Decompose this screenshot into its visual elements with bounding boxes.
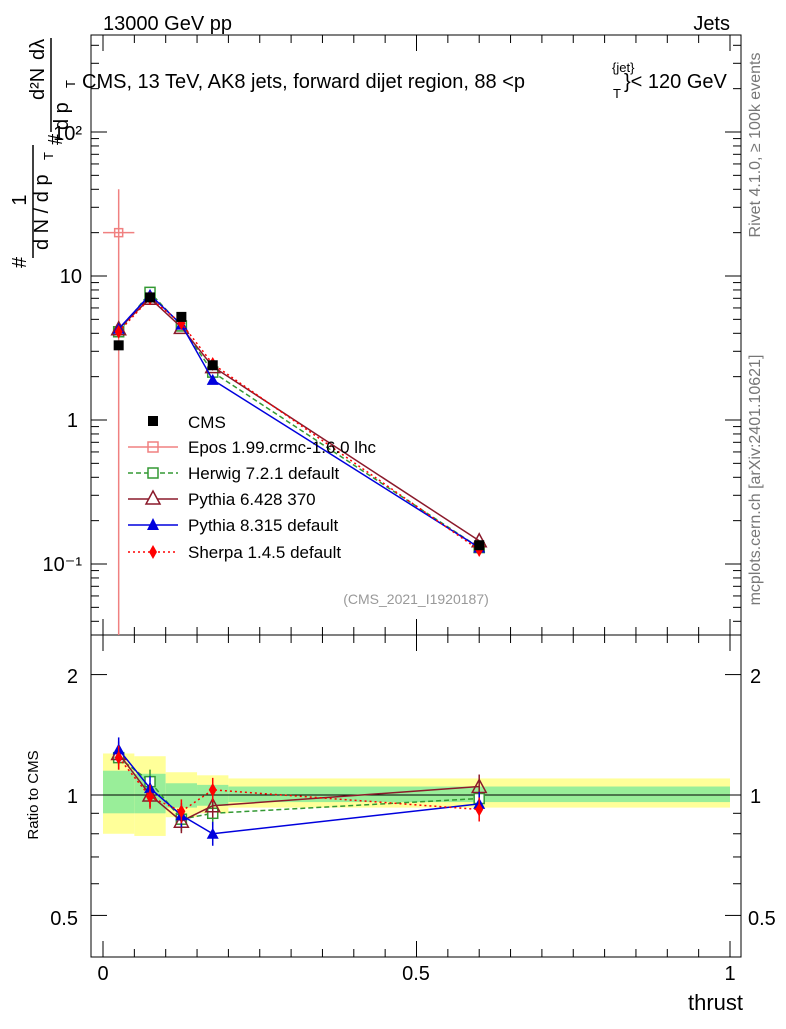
analysis-id: (CMS_2021_I1920187) <box>343 591 489 607</box>
main-plot-series <box>103 189 488 635</box>
ratio-point-sherpa-145 <box>475 802 484 817</box>
rivet-label: Rivet 4.1.0, ≥ 100k events <box>747 53 764 238</box>
legend-label-pythia6: Pythia 6.428 370 <box>188 490 316 509</box>
svg-text:T: T <box>613 86 621 101</box>
data-point-pythia-8315 <box>206 373 219 385</box>
xtick-label-0: 0 <box>97 963 108 985</box>
legend-marker-pythia6 <box>144 489 162 505</box>
legend-label-sherpa: Sherpa 1.4.5 default <box>188 543 341 562</box>
xtick-label-1: 1 <box>724 963 735 985</box>
data-point-sherpa-145 <box>114 324 123 339</box>
legend-label-cms: CMS <box>188 413 226 432</box>
ratio-ytick-label-1: 1 <box>67 786 78 808</box>
svg-text:#: # <box>45 133 67 145</box>
svg-text:d²N: d²N <box>27 68 49 100</box>
legend-marker-cms <box>148 416 158 426</box>
ratio-ytick-label-0p5: 0.5 <box>50 908 78 930</box>
ratio-ytick-label-right-0p5: 0.5 <box>748 908 776 930</box>
mcplots-label: mcplots.cern.ch [arXiv:2401.10621] <box>747 355 764 606</box>
data-point-cms <box>145 292 156 303</box>
legend: CMS Epos 1.99.crmc-1.6.0 lhc Herwig 7.2.… <box>128 413 377 562</box>
ratio-ytick-label-right-2: 2 <box>750 666 761 688</box>
ratio-ylabel: Ratio to CMS <box>25 750 42 839</box>
ratio-ytick-label-2: 2 <box>67 666 78 688</box>
legend-marker-sherpa <box>149 545 157 559</box>
ratio-plot-series <box>110 737 488 846</box>
main-ytick-label-100: 10² <box>53 123 82 145</box>
svg-text:#: # <box>9 256 31 268</box>
main-ylabel: # 1 d N / d p T # d²N d p T dλ <box>9 38 78 268</box>
legend-label-epos: Epos 1.99.crmc-1.6.0 lhc <box>188 438 377 457</box>
data-point-cms <box>474 540 485 551</box>
svg-text:1: 1 <box>9 194 31 205</box>
svg-text:dλ: dλ <box>27 39 49 60</box>
ratio-line-sherpa-145 <box>118 757 480 813</box>
svg-text:d p: d p <box>51 102 73 130</box>
uncertainty-band-inner <box>103 770 135 814</box>
svg-text:T: T <box>63 80 78 88</box>
series-line-herwig-721 <box>118 291 480 549</box>
data-point-cms <box>176 311 187 322</box>
svg-text:d N / d p: d N / d p <box>31 174 53 250</box>
data-point-cms <box>207 360 218 371</box>
ratio-point-sherpa-145 <box>114 750 123 765</box>
data-point-cms <box>113 340 124 351</box>
ratio-point-sherpa-145 <box>177 804 186 819</box>
legend-marker-pythia8 <box>147 518 159 530</box>
legend-label-pythia8: Pythia 8.315 default <box>188 516 339 535</box>
ratio-point-sherpa-145 <box>146 789 155 804</box>
ratio-point-pythia-8315 <box>206 827 219 839</box>
svg-text:T: T <box>41 152 56 160</box>
legend-marker-herwig <box>147 467 159 479</box>
x-axis-label: thrust <box>688 990 743 1015</box>
series-line-sherpa-145 <box>118 297 480 551</box>
plot-title: CMS, 13 TeV, AK8 jets, forward dijet reg… <box>82 60 728 101</box>
svg-text:CMS, 13 TeV, AK8 jets, forward: CMS, 13 TeV, AK8 jets, forward dijet reg… <box>82 71 525 93</box>
ratio-ytick-label-right-1: 1 <box>750 786 761 808</box>
ratio-point-pythia-6428 <box>204 797 221 813</box>
series-line-pythia-8315 <box>118 293 480 549</box>
main-ytick-label-1: 1 <box>67 410 78 432</box>
category-label: Jets <box>693 13 730 35</box>
xtick-label-0p5: 0.5 <box>402 963 430 985</box>
data-point-epos-199crmc-160 <box>113 227 124 238</box>
svg-text:}< 120 GeV: }< 120 GeV <box>624 71 728 93</box>
legend-label-herwig: Herwig 7.2.1 default <box>188 464 339 483</box>
legend-marker-epos <box>147 441 159 453</box>
energy-label: 13000 GeV pp <box>103 13 232 35</box>
axis-ticks <box>91 35 741 957</box>
main-ytick-label-0p1: 10⁻¹ <box>43 554 83 576</box>
ratio-point-sherpa-145 <box>208 782 217 797</box>
svg-text:{jet}: {jet} <box>612 60 635 75</box>
main-ytick-label-10: 10 <box>60 266 82 288</box>
